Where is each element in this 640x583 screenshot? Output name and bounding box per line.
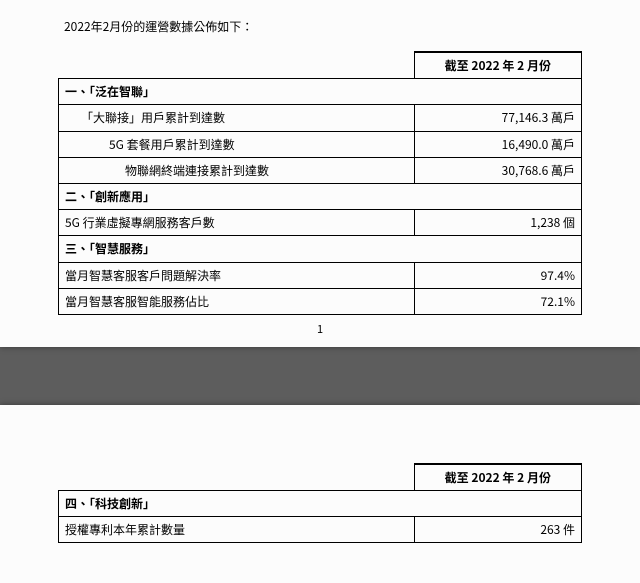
page-number: 1 [58,321,582,337]
period-header: 截至 2022 年 2 月份 [414,464,581,491]
header-spacer [59,52,415,79]
table-header-row: 截至 2022 年 2 月份 [59,52,582,79]
table-row: 「大聯接」用戶累計到達數77,146.3 萬戶 [59,105,582,131]
row-value: 30,768.6 萬戶 [414,157,581,183]
row-value: 77,146.3 萬戶 [414,105,581,131]
intro-text: 2022年2月份的運營數據公佈如下： [58,18,582,35]
row-label: 5G 套餐用戶累計到達數 [59,131,415,157]
row-label: 當月智慧客服智能服務佔比 [59,288,415,314]
row-label: 「大聯接」用戶累計到達數 [59,105,415,131]
period-header: 截至 2022 年 2 月份 [414,52,581,79]
row-value: 16,490.0 萬戶 [414,131,581,157]
section-row: 三、「智慧服務」 [59,236,582,262]
row-label: 當月智慧客服客戶問題解決率 [59,262,415,288]
row-label: 5G 行業虛擬專網服務客戶數 [59,210,415,236]
row-label: 物聯網終端連接累計到達數 [59,157,415,183]
section-title: 一、「泛在智聯」 [59,79,582,105]
table-row: 當月智慧客服智能服務佔比72.1% [59,288,582,314]
row-value: 97.4% [414,262,581,288]
table-row: 5G 行業虛擬專網服務客戶數1,238 個 [59,210,582,236]
section-row: 一、「泛在智聯」 [59,79,582,105]
table-row: 物聯網終端連接累計到達數30,768.6 萬戶 [59,157,582,183]
row-value: 1,238 個 [414,210,581,236]
row-value: 263 件 [414,517,581,543]
operations-table-1: 截至 2022 年 2 月份 一、「泛在智聯」「大聯接」用戶累計到達數77,14… [58,51,582,315]
document-page-1: 2022年2月份的運營數據公佈如下： 截至 2022 年 2 月份 一、「泛在智… [0,0,640,347]
document-page-2: 截至 2022 年 2 月份 四、「科技創新」授權專利本年累計數量263 件 [0,405,640,583]
table-row: 授權專利本年累計數量263 件 [59,517,582,543]
table-row: 5G 套餐用戶累計到達數16,490.0 萬戶 [59,131,582,157]
header-spacer [59,464,415,491]
row-label: 授權專利本年累計數量 [59,517,415,543]
section-row: 二、「創新應用」 [59,183,582,209]
section-row: 四、「科技創新」 [59,491,582,517]
operations-table-2: 截至 2022 年 2 月份 四、「科技創新」授權專利本年累計數量263 件 [58,463,582,544]
row-value: 72.1% [414,288,581,314]
section-title: 三、「智慧服務」 [59,236,582,262]
section-title: 四、「科技創新」 [59,491,582,517]
table-header-row: 截至 2022 年 2 月份 [59,464,582,491]
section-title: 二、「創新應用」 [59,183,582,209]
table-row: 當月智慧客服客戶問題解決率97.4% [59,262,582,288]
